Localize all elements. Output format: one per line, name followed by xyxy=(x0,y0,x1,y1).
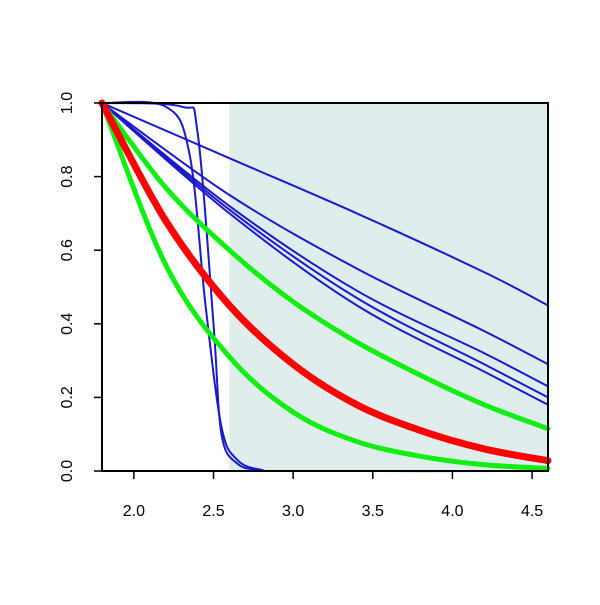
x-tick-label: 4.0 xyxy=(441,503,463,520)
y-tick-label: 0.2 xyxy=(59,386,76,408)
axes-layer: 2.0 2.5 3.0 3.5 4.0 4.5 0.0 0.2 0.4 0.6 0.8 1.0 xyxy=(59,92,549,520)
x-tick-label: 2.5 xyxy=(202,503,224,520)
series-layer xyxy=(98,99,552,473)
series-line-green-9 xyxy=(99,100,551,471)
y-tick-label: 0.4 xyxy=(59,313,76,335)
series-line-blue-1 xyxy=(101,102,549,307)
x-tick-label: 4.5 xyxy=(521,503,543,520)
series-line-green-8 xyxy=(99,100,551,432)
series-line-blue-2 xyxy=(101,102,549,366)
y-tick-label: 1.0 xyxy=(59,92,76,114)
series-line-blue-5 xyxy=(101,102,549,406)
y-tick-label: 0.6 xyxy=(59,239,76,261)
x-tick-label: 3.0 xyxy=(282,503,304,520)
x-tick-label: 3.5 xyxy=(362,503,384,520)
plot-frame xyxy=(101,102,549,472)
series-line-red-10 xyxy=(98,99,552,465)
y-tick-label: 0.0 xyxy=(59,460,76,482)
series-line-blue-3 xyxy=(101,102,549,388)
y-tick-label: 0.8 xyxy=(59,165,76,187)
series-line-blue-4 xyxy=(101,102,549,399)
x-tick-label: 2.0 xyxy=(123,503,145,520)
